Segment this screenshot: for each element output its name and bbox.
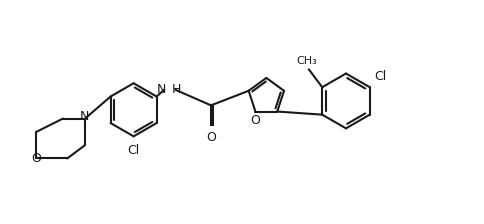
Text: N: N	[157, 83, 166, 96]
Text: N: N	[79, 110, 89, 123]
Text: H: H	[172, 83, 182, 96]
Text: O: O	[31, 152, 41, 165]
Text: O: O	[206, 131, 216, 144]
Text: CH₃: CH₃	[296, 56, 317, 66]
Text: O: O	[251, 114, 260, 127]
Text: Cl: Cl	[127, 144, 140, 157]
Text: Cl: Cl	[374, 70, 386, 83]
